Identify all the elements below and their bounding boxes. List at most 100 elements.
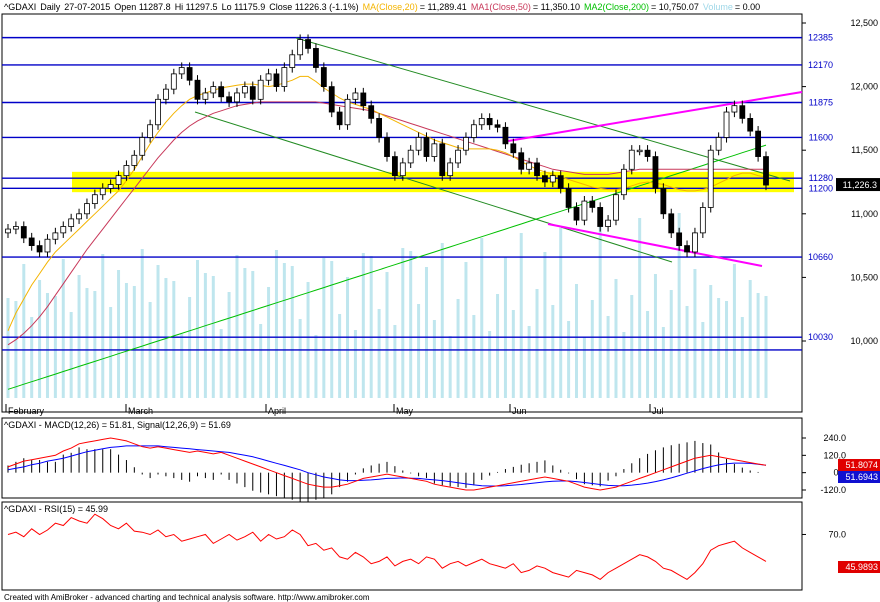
candle-body — [265, 73, 272, 81]
candle-body — [60, 226, 67, 234]
volume-bar — [472, 315, 476, 398]
candle-body — [12, 226, 19, 230]
volume-bar — [464, 262, 468, 398]
volume-bar — [235, 255, 239, 398]
month-label: March — [128, 406, 153, 416]
footer-credit: Created with AmiBroker - advanced charti… — [4, 593, 370, 602]
volume-bar — [53, 296, 57, 398]
signal-flag — [838, 471, 880, 483]
volume-bar — [140, 249, 144, 398]
trend-lines — [194, 37, 803, 267]
candle-body — [399, 162, 406, 177]
volume-bar — [156, 265, 160, 398]
level-label: 12170 — [808, 60, 833, 70]
macd-flag — [838, 459, 880, 471]
volume-bar — [701, 322, 705, 398]
candle-body — [360, 92, 367, 107]
volume-bar — [740, 317, 744, 398]
volume-bar — [251, 271, 255, 398]
candle-body — [692, 232, 698, 253]
candle-body — [123, 165, 130, 177]
volume-bar — [61, 259, 65, 398]
volume-bar — [401, 248, 405, 398]
month-axis: February March April May Jun Jul — [5, 404, 664, 416]
volume-bar — [567, 321, 571, 398]
volume-bar — [638, 218, 642, 398]
macd-tick-label: -120.0 — [820, 485, 846, 495]
support-zone — [72, 171, 794, 193]
volume-bar — [227, 292, 231, 398]
level-label: 11875 — [809, 98, 833, 108]
rsi-line — [7, 513, 767, 581]
volume-bar — [480, 238, 484, 398]
candle-body — [28, 237, 35, 247]
candle-body — [147, 124, 154, 138]
volume-bar — [306, 282, 310, 398]
candle-body — [613, 194, 619, 221]
candle-body — [502, 126, 509, 145]
volume-bar — [543, 252, 547, 398]
candle-body — [510, 143, 517, 154]
candle-body — [352, 92, 359, 100]
candle-body — [391, 156, 398, 177]
month-label: Jun — [512, 406, 527, 416]
volume-bar — [298, 319, 302, 398]
candle-body — [376, 118, 383, 138]
candlesticks — [5, 34, 769, 258]
candle-body — [328, 86, 335, 113]
candle-body — [84, 203, 90, 215]
candle-body — [155, 98, 161, 126]
candle-body — [44, 238, 51, 253]
volume-bar — [693, 269, 697, 398]
candle-body — [676, 232, 683, 247]
candle-body — [628, 149, 635, 170]
candle-body — [91, 194, 98, 205]
candle-body — [494, 124, 501, 128]
candle-body — [415, 137, 422, 151]
volume-bar — [6, 298, 10, 398]
rsi-axis: 70.0 45.9893 — [802, 529, 880, 573]
candle-body — [5, 228, 11, 234]
volume-bar — [203, 273, 207, 398]
month-label: Jul — [652, 406, 664, 416]
candle-body — [684, 245, 690, 253]
candle-body — [565, 187, 572, 208]
candle-body — [557, 175, 564, 189]
volume-bar — [496, 294, 500, 398]
candle-body — [463, 137, 469, 151]
candle-body — [384, 137, 390, 157]
candle-body — [723, 111, 730, 138]
price-tick-label: 12,500 — [850, 18, 878, 28]
volume-bar — [219, 329, 223, 398]
volume-bar — [109, 307, 113, 398]
candle-body — [486, 118, 493, 126]
price-axis: 12,500 12,000 11,500 11,000 10,500 10,000 11,2… — [802, 18, 880, 346]
macd-panel — [1, 417, 803, 499]
candle-body — [549, 175, 556, 183]
price-tick-label: 11,500 — [851, 145, 878, 155]
candle-body — [241, 86, 248, 94]
volume-bar — [606, 316, 610, 398]
candle-body — [289, 54, 296, 68]
candle-body — [218, 86, 225, 98]
volume-bar — [172, 281, 176, 398]
candle-body — [715, 137, 722, 151]
volume-bar — [685, 306, 689, 398]
rsi-line — [7, 513, 767, 581]
price-tick-label: 10,000 — [850, 336, 878, 346]
volume-bar — [188, 297, 192, 398]
candle-body — [76, 213, 82, 220]
volume-bar — [101, 254, 105, 398]
candle-body — [210, 86, 217, 94]
volume-bar — [290, 266, 294, 398]
volume-bar — [748, 280, 752, 398]
volume-bar — [369, 256, 373, 398]
price-tick-label: 12,000 — [850, 82, 878, 92]
volume-bar — [338, 314, 342, 398]
channel-up-upper — [507, 91, 803, 142]
candle-body — [194, 79, 201, 100]
candle-body — [178, 67, 185, 75]
candle-body — [652, 156, 659, 189]
volume-bar — [30, 317, 34, 398]
